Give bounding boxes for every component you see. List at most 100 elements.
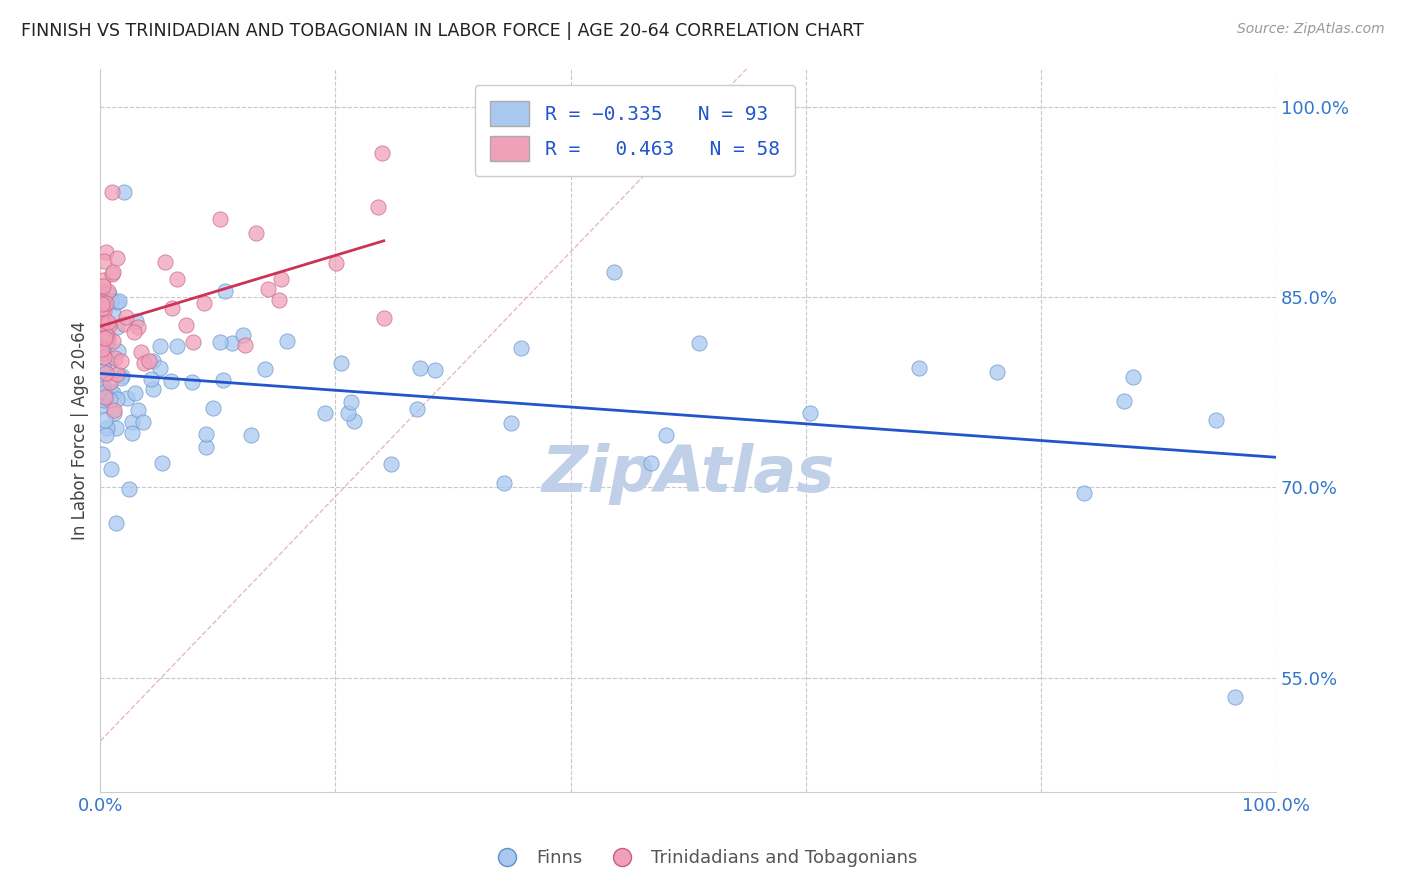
Point: [160, 301, 183, 315]
Point: [340, 395, 363, 409]
Point: [90, 447, 112, 461]
Point: [100, 293, 122, 308]
Point: [101, 185, 124, 199]
Point: [336, 406, 359, 420]
Point: [97, 287, 120, 301]
Point: [276, 334, 298, 348]
Point: [142, 382, 165, 396]
Point: [96, 342, 118, 356]
Point: [91, 363, 114, 377]
Point: [799, 406, 821, 420]
Point: [138, 354, 160, 368]
Y-axis label: In Labor Force | Age 20-64: In Labor Force | Age 20-64: [72, 320, 89, 540]
Point: [107, 343, 129, 358]
Point: [110, 371, 132, 385]
Point: [314, 406, 336, 420]
Point: [121, 425, 143, 440]
Point: [90, 283, 112, 297]
Point: [91, 359, 114, 374]
Point: [150, 456, 173, 470]
Point: [93, 254, 115, 268]
Point: [96, 386, 118, 401]
Point: [90, 344, 112, 359]
Point: [149, 361, 172, 376]
Point: [90, 342, 112, 356]
Point: [105, 320, 128, 334]
Point: [405, 402, 427, 417]
Point: [90, 301, 112, 316]
Legend: R = −0.335   N = 93, R =   0.463   N = 58: R = −0.335 N = 93, R = 0.463 N = 58: [474, 86, 794, 177]
Point: [194, 426, 217, 441]
Point: [373, 310, 395, 325]
Point: [97, 284, 120, 298]
Point: [166, 339, 188, 353]
Point: [221, 336, 243, 351]
Point: [93, 381, 115, 395]
Point: [105, 251, 128, 265]
Point: [127, 319, 149, 334]
Point: [329, 356, 352, 370]
Point: [232, 328, 254, 343]
Point: [245, 226, 267, 240]
Point: [121, 415, 143, 429]
Point: [96, 421, 118, 435]
Point: [90, 329, 112, 343]
Point: [94, 245, 117, 260]
Point: [499, 416, 522, 430]
Point: [423, 363, 446, 377]
Point: [90, 296, 112, 310]
Point: [97, 315, 120, 329]
Point: [986, 365, 1008, 379]
Point: [1205, 413, 1227, 427]
Point: [103, 306, 125, 320]
Point: [640, 456, 662, 470]
Point: [149, 339, 172, 353]
Point: [115, 310, 138, 325]
Point: [132, 356, 155, 370]
Point: [270, 271, 292, 285]
Point: [91, 292, 114, 306]
Point: [101, 267, 124, 281]
Point: [112, 185, 135, 199]
Point: [96, 352, 118, 367]
Point: [159, 375, 181, 389]
Point: [908, 360, 931, 375]
Point: [127, 403, 149, 417]
Point: [603, 265, 626, 279]
Text: ZipAtlas: ZipAtlas: [541, 442, 835, 505]
Point: [91, 330, 114, 344]
Point: [193, 296, 215, 310]
Point: [104, 351, 127, 366]
Point: [98, 376, 121, 390]
Point: [90, 399, 112, 413]
Point: [343, 414, 366, 428]
Point: [125, 314, 148, 328]
Point: [90, 346, 112, 360]
Point: [97, 333, 120, 347]
Legend: Finns, Trinidadians and Tobagonians: Finns, Trinidadians and Tobagonians: [482, 842, 924, 874]
Point: [153, 254, 176, 268]
Point: [93, 413, 115, 427]
Point: [509, 341, 531, 355]
Point: [105, 367, 128, 381]
Point: [90, 350, 112, 364]
Point: [181, 335, 204, 350]
Point: [93, 331, 115, 345]
Point: [91, 292, 114, 306]
Point: [103, 265, 125, 279]
Point: [90, 317, 112, 331]
Point: [91, 273, 114, 287]
Point: [100, 384, 122, 398]
Point: [1073, 485, 1095, 500]
Point: [118, 483, 141, 497]
Point: [409, 360, 432, 375]
Point: [214, 284, 236, 298]
Point: [1122, 369, 1144, 384]
Point: [105, 516, 128, 530]
Point: [105, 294, 128, 309]
Point: [688, 335, 710, 350]
Point: [96, 428, 118, 442]
Text: Source: ZipAtlas.com: Source: ZipAtlas.com: [1237, 22, 1385, 37]
Point: [371, 145, 394, 160]
Point: [202, 401, 225, 415]
